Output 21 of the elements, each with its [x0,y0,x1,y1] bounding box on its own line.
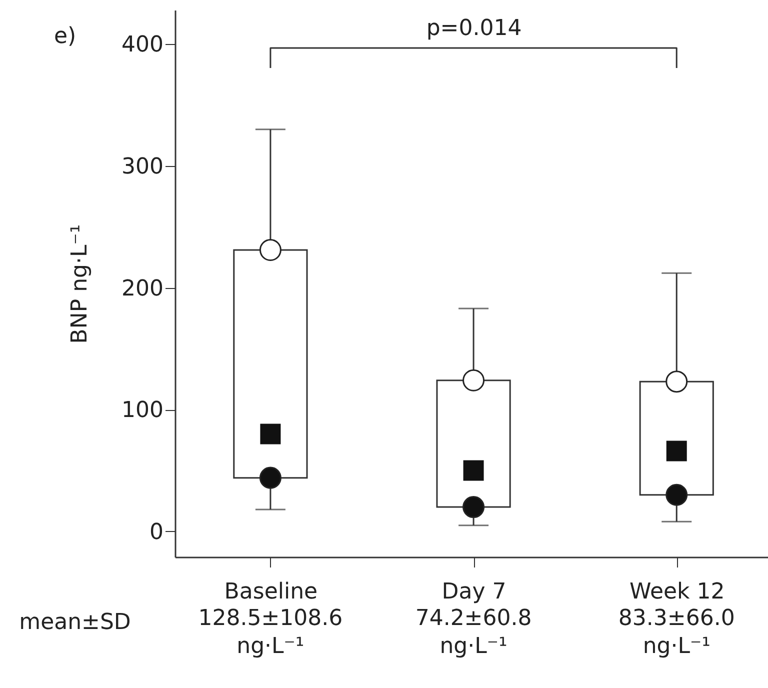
text: 74.2±60.8 ng·L⁻¹ [415,606,532,659]
y-tick-label: 0 [150,520,164,545]
x-tick-label: Baseline [224,580,318,604]
y-axis-title: BNP ng·L⁻¹ [68,224,93,344]
x-tick-label: Day 7 [442,580,506,604]
text: 128.5±108.6 ng·L⁻¹ [198,606,343,659]
text: e) [54,24,76,49]
x-tick-label: Week 12 [629,580,725,604]
point [259,466,282,489]
text: mean±SD [19,610,131,635]
point [259,239,282,261]
text: 83.3±66.0 ng·L⁻¹ [618,606,735,659]
point [666,484,688,506]
y-tick-label: 100 [122,398,164,424]
y-tick-label: 300 [122,154,164,180]
point [462,369,485,392]
y-tick-label: 400 [122,32,164,58]
annotation: p=0.014 [426,16,522,41]
y-tick-label: 200 [122,276,164,302]
point [462,496,485,518]
point [666,370,688,393]
